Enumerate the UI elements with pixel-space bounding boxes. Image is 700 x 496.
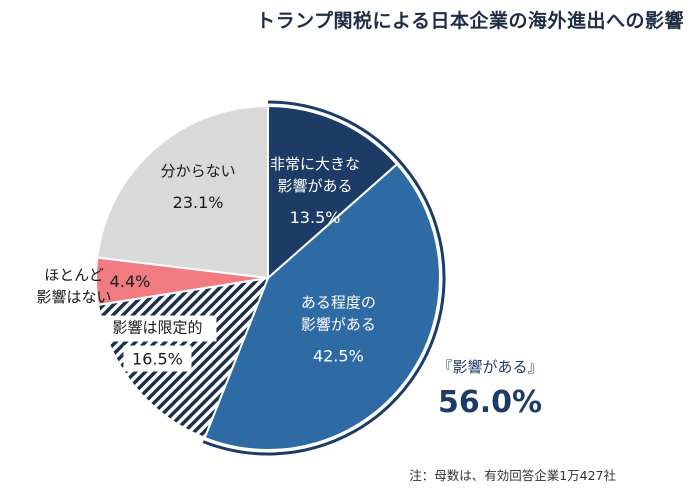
label-box [98,315,217,342]
group-outline-arc [202,100,446,456]
group-label-text: 『影響がある』 [437,358,542,376]
group-annotation: 『影響がある』 56.0% [437,358,542,420]
slice-value-text: 23.1% [173,193,224,212]
slice-labels: 非常に大きな影響がある13.5%ある程度の影響がある42.5%影響は限定的16.… [36,155,376,372]
slice-value-text: 4.4% [110,272,151,291]
slice-value-text: 16.5% [132,350,183,369]
slice-value-text: 13.5% [290,208,341,227]
slice-label-text: 非常に大きな [270,155,360,173]
slice-label-text: 分からない [161,162,236,180]
slice-label: 影響は限定的 16.5% [98,315,217,372]
slice-value-text: 42.5% [313,346,364,365]
group-outline [202,100,446,456]
slice-label: 分からない 23.1% [161,162,236,212]
value-box [123,345,192,372]
pie-slice [267,104,399,281]
slice-label-text: 影響がある [278,177,353,195]
slice-label-text: ある程度の [301,293,376,311]
footnote: 注：母数は、有効回答企業1万427社 [409,468,616,483]
pie-slice [203,162,441,452]
chart-title: トランプ関税による日本企業の海外進出への影響 [256,10,684,32]
slice-label-text: ほとんど [44,266,104,284]
slice-label-text: 影響はない [36,288,111,306]
pie-slice [96,104,269,280]
slice-label-text: 影響は限定的 [112,319,202,337]
group-value-text: 56.0% [438,385,542,420]
slice-label-text: 影響がある [301,315,376,333]
